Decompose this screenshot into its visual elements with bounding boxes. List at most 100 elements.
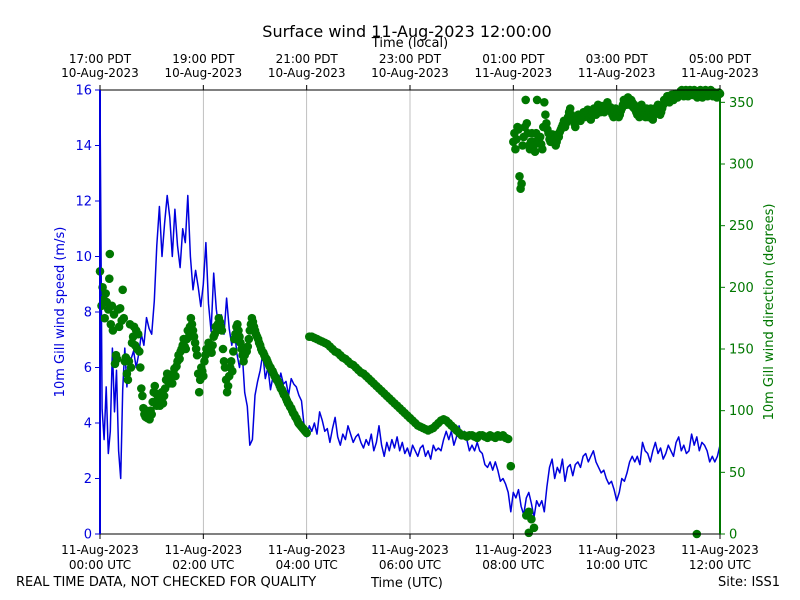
left-tick-label: 0: [84, 528, 92, 543]
direction-point: [100, 313, 109, 323]
direction-point: [199, 371, 208, 381]
top-axis-label: Time (local): [371, 36, 448, 51]
direction-point: [101, 289, 110, 298]
direction-point: [105, 274, 114, 284]
direction-point: [532, 95, 542, 105]
direction-point: [159, 391, 169, 401]
left-tick-label: 16: [75, 84, 92, 99]
top-tick-label: 23:00 PDT: [379, 52, 442, 66]
top-tick-label: 17:00 PDT: [69, 52, 132, 66]
direction-point: [150, 381, 160, 391]
direction-point: [521, 95, 530, 105]
chart-title: Surface wind 11-Aug-2023 12:00:00: [262, 22, 551, 41]
right-tick-label: 150: [729, 343, 754, 358]
bottom-tick-label: 00:00 UTC: [69, 558, 131, 572]
bottom-tick-label: 12:00 UTC: [689, 558, 751, 572]
direction-point: [223, 381, 233, 391]
direction-point: [136, 363, 145, 372]
left-tick-label: 2: [84, 472, 92, 487]
direction-point: [171, 371, 180, 381]
bottom-tick-label: 11-Aug-2023: [268, 543, 346, 557]
direction-point: [112, 354, 122, 364]
direction-point: [208, 341, 217, 350]
direction-point: [503, 434, 513, 444]
direction-point: [243, 342, 253, 351]
right-tick-label: 0: [729, 528, 737, 543]
bottom-tick-label: 04:00 UTC: [276, 558, 338, 572]
direction-point: [194, 387, 204, 397]
bottom-tick-label: 11-Aug-2023: [165, 543, 243, 557]
top-tick-label: 01:00 PDT: [482, 52, 545, 66]
direction-point: [530, 147, 540, 156]
direction-point: [515, 172, 524, 181]
top-tick-label: 10-Aug-2023: [165, 66, 243, 80]
left-tick-label: 10: [75, 250, 92, 265]
speed-line: [99, 95, 721, 519]
top-tick-label: 10-Aug-2023: [371, 66, 449, 80]
direction-point: [192, 350, 202, 360]
direction-point: [118, 285, 127, 295]
direction-point: [229, 347, 238, 356]
direction-point: [529, 523, 539, 533]
direction-point: [538, 144, 547, 154]
direction-point: [207, 348, 216, 358]
bottom-tick-label: 11-Aug-2023: [681, 543, 759, 557]
top-tick-label: 19:00 PDT: [172, 52, 235, 66]
bottom-tick-label: 11-Aug-2023: [61, 543, 139, 557]
direction-point: [126, 363, 136, 372]
right-tick-label: 100: [729, 404, 754, 419]
direction-point: [123, 375, 133, 385]
quality-note: REAL TIME DATA, NOT CHECKED FOR QUALITY: [16, 575, 317, 590]
bottom-tick-label: 10:00 UTC: [586, 558, 648, 572]
direction-point: [181, 344, 191, 354]
left-tick-label: 12: [75, 195, 92, 210]
direction-point: [218, 344, 228, 354]
left-tick-label: 4: [84, 417, 92, 432]
direction-point: [135, 347, 144, 356]
direction-point: [522, 119, 532, 128]
direction-point: [168, 379, 177, 388]
direction-point: [138, 391, 147, 401]
direction-point: [137, 384, 146, 393]
direction-point: [226, 357, 236, 366]
direction-point: [527, 514, 536, 524]
direction-point: [524, 507, 534, 517]
top-tick-label: 11-Aug-2023: [578, 66, 656, 80]
direction-point: [512, 135, 521, 144]
direction-point: [133, 329, 143, 339]
direction-point: [119, 313, 129, 323]
right-tick-label: 300: [729, 158, 754, 173]
direction-point: [511, 144, 520, 154]
left-axis-label: 10m Gill wind speed (m/s): [53, 227, 68, 398]
right-tick-label: 350: [729, 96, 754, 111]
direction-point: [217, 326, 227, 335]
bottom-tick-label: 02:00 UTC: [172, 558, 234, 572]
direction-point: [541, 110, 550, 119]
direction-point: [535, 132, 545, 142]
bottom-tick-label: 08:00 UTC: [482, 558, 544, 572]
top-tick-label: 11-Aug-2023: [475, 66, 553, 80]
direction-point: [302, 428, 312, 438]
direction-point: [105, 249, 115, 259]
direction-point: [540, 98, 549, 107]
top-tick-label: 05:00 PDT: [689, 52, 752, 66]
direction-point: [175, 354, 184, 364]
right-axis-label: 10m Gill wind direction (degrees): [762, 204, 777, 421]
top-tick-label: 10-Aug-2023: [268, 66, 346, 80]
bottom-tick-label: 11-Aug-2023: [475, 543, 553, 557]
direction-point: [506, 461, 516, 471]
grid: [202, 90, 618, 534]
direction-point: [108, 326, 118, 335]
bottom-tick-label: 11-Aug-2023: [371, 543, 449, 557]
top-tick-label: 10-Aug-2023: [61, 66, 139, 80]
bottom-axis-label: Time (UTC): [371, 576, 443, 591]
speed-series: [99, 95, 721, 519]
site-label: Site: ISS1: [718, 575, 781, 590]
direction-point: [158, 399, 168, 408]
left-tick-label: 14: [75, 139, 92, 154]
bottom-tick-label: 11-Aug-2023: [578, 543, 656, 557]
direction-series: [95, 85, 725, 539]
direction-point: [147, 410, 156, 419]
top-tick-label: 11-Aug-2023: [681, 66, 759, 80]
